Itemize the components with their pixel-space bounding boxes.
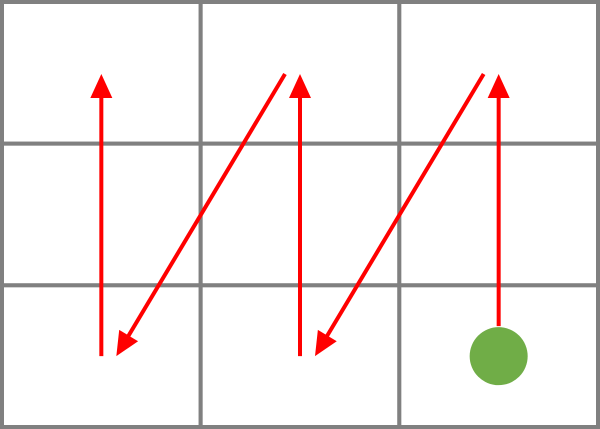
arrowhead (289, 74, 311, 98)
arrow-shaft (125, 72, 287, 339)
path-arrow-1 (487, 74, 510, 327)
path-arrows (90, 72, 510, 357)
arrow-shaft (324, 72, 486, 339)
arrowhead (116, 329, 139, 357)
start-markers (469, 327, 528, 386)
path-arrow-4 (116, 72, 287, 357)
arrowhead (315, 329, 337, 357)
path-arrow-2 (315, 72, 486, 357)
path-arrow-5 (90, 74, 113, 357)
path-arrow-3 (289, 74, 311, 357)
start-marker-dot (469, 327, 528, 386)
arrowhead (487, 74, 510, 98)
arrowhead (90, 74, 113, 98)
